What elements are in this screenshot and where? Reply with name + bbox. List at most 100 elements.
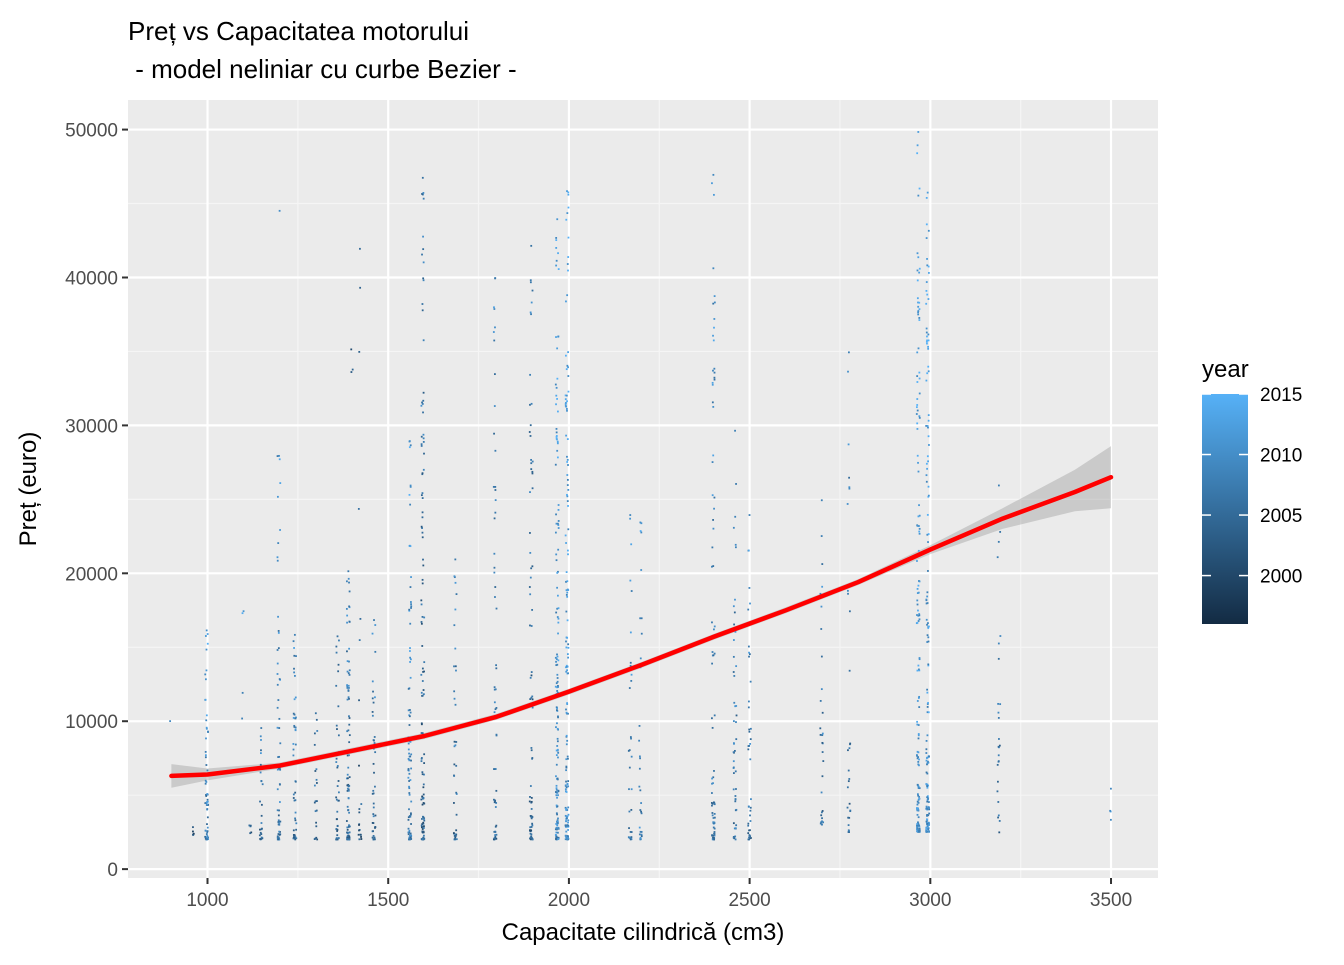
scatter-point bbox=[408, 715, 411, 718]
scatter-point bbox=[260, 727, 263, 729]
scatter-point bbox=[337, 837, 340, 839]
scatter-point bbox=[556, 813, 558, 816]
scatter-point bbox=[346, 670, 349, 673]
scatter-point bbox=[207, 838, 209, 841]
scatter-point bbox=[338, 639, 340, 642]
scatter-point bbox=[713, 378, 716, 381]
scatter-point bbox=[917, 734, 920, 737]
scatter-point bbox=[260, 828, 263, 831]
scatter-point bbox=[337, 799, 340, 802]
scatter-point bbox=[629, 517, 632, 520]
scatter-point bbox=[640, 810, 642, 813]
scatter-point bbox=[916, 454, 919, 457]
legend-colorbar bbox=[1202, 394, 1248, 624]
scatter-point bbox=[918, 301, 921, 304]
scatter-point bbox=[918, 392, 921, 395]
scatter-point bbox=[712, 334, 714, 337]
scatter-point bbox=[747, 645, 750, 648]
scatter-point bbox=[713, 507, 715, 510]
scatter-point bbox=[276, 455, 279, 457]
scatter-point bbox=[557, 836, 560, 839]
scatter-point bbox=[495, 664, 497, 667]
scatter-point bbox=[192, 832, 195, 835]
scatter-point bbox=[409, 650, 411, 652]
scatter-point bbox=[927, 814, 930, 817]
scatter-point bbox=[565, 765, 568, 768]
scatter-point bbox=[529, 796, 531, 798]
scatter-point bbox=[567, 821, 569, 824]
scatter-point bbox=[917, 697, 920, 699]
scatter-point bbox=[372, 747, 375, 750]
scatter-point bbox=[749, 835, 752, 838]
scatter-point bbox=[927, 419, 930, 422]
scatter-point bbox=[927, 229, 930, 232]
scatter-point bbox=[567, 553, 569, 556]
scatter-point bbox=[292, 717, 295, 719]
scatter-point bbox=[748, 514, 751, 516]
scatter-point bbox=[566, 782, 569, 785]
scatter-point bbox=[712, 173, 715, 176]
scatter-point bbox=[276, 495, 279, 498]
scatter-point bbox=[259, 800, 261, 803]
scatter-point bbox=[557, 685, 559, 687]
scatter-point bbox=[276, 559, 279, 562]
scatter-point bbox=[410, 603, 412, 606]
scatter-point bbox=[734, 798, 737, 800]
scatter-point bbox=[556, 680, 559, 683]
scatter-point bbox=[205, 727, 208, 730]
scatter-point bbox=[494, 277, 496, 280]
scatter-point bbox=[494, 688, 497, 691]
scatter-point bbox=[279, 768, 282, 771]
scatter-point bbox=[348, 825, 351, 828]
scatter-point bbox=[492, 838, 495, 841]
scatter-point bbox=[529, 281, 532, 284]
scatter-point bbox=[821, 734, 824, 737]
scatter-point bbox=[421, 303, 424, 305]
scatter-point bbox=[407, 776, 410, 779]
scatter-point bbox=[348, 715, 350, 718]
scatter-point bbox=[748, 836, 750, 839]
scatter-point bbox=[732, 639, 735, 641]
scatter-point bbox=[918, 371, 921, 374]
scatter-point bbox=[639, 789, 642, 792]
scatter-point bbox=[277, 814, 280, 817]
scatter-point bbox=[630, 737, 632, 740]
scatter-point bbox=[494, 373, 496, 376]
scatter-point bbox=[567, 819, 570, 822]
scatter-point bbox=[348, 717, 351, 719]
scatter-point bbox=[347, 672, 350, 675]
scatter-point bbox=[335, 645, 338, 648]
scatter-point bbox=[640, 569, 643, 571]
scatter-point bbox=[638, 755, 641, 758]
scatter-point bbox=[630, 590, 633, 592]
scatter-point bbox=[927, 784, 930, 787]
scatter-point bbox=[557, 632, 559, 635]
scatter-point bbox=[421, 193, 423, 195]
scatter-point bbox=[422, 399, 425, 402]
scatter-point bbox=[348, 673, 351, 676]
scatter-point bbox=[292, 833, 295, 836]
scatter-point bbox=[732, 655, 735, 658]
scatter-point bbox=[925, 331, 928, 334]
scatter-point bbox=[712, 302, 715, 305]
scatter-point bbox=[556, 824, 559, 827]
scatter-point bbox=[712, 454, 715, 457]
scatter-point bbox=[206, 800, 209, 803]
scatter-point bbox=[453, 665, 455, 668]
scatter-point bbox=[565, 809, 568, 811]
scatter-point bbox=[564, 394, 567, 397]
scatter-point bbox=[916, 297, 919, 300]
scatter-point bbox=[925, 327, 928, 330]
scatter-point bbox=[529, 815, 532, 817]
scatter-point bbox=[711, 814, 714, 817]
scatter-point bbox=[422, 670, 424, 673]
scatter-point bbox=[565, 571, 568, 574]
scatter-point bbox=[733, 749, 736, 752]
scatter-point bbox=[555, 754, 558, 757]
scatter-point bbox=[629, 664, 632, 667]
scatter-point bbox=[278, 838, 281, 841]
scatter-point bbox=[750, 798, 752, 801]
scatter-point bbox=[494, 449, 497, 452]
scatter-point bbox=[408, 787, 411, 790]
scatter-point bbox=[629, 831, 632, 833]
